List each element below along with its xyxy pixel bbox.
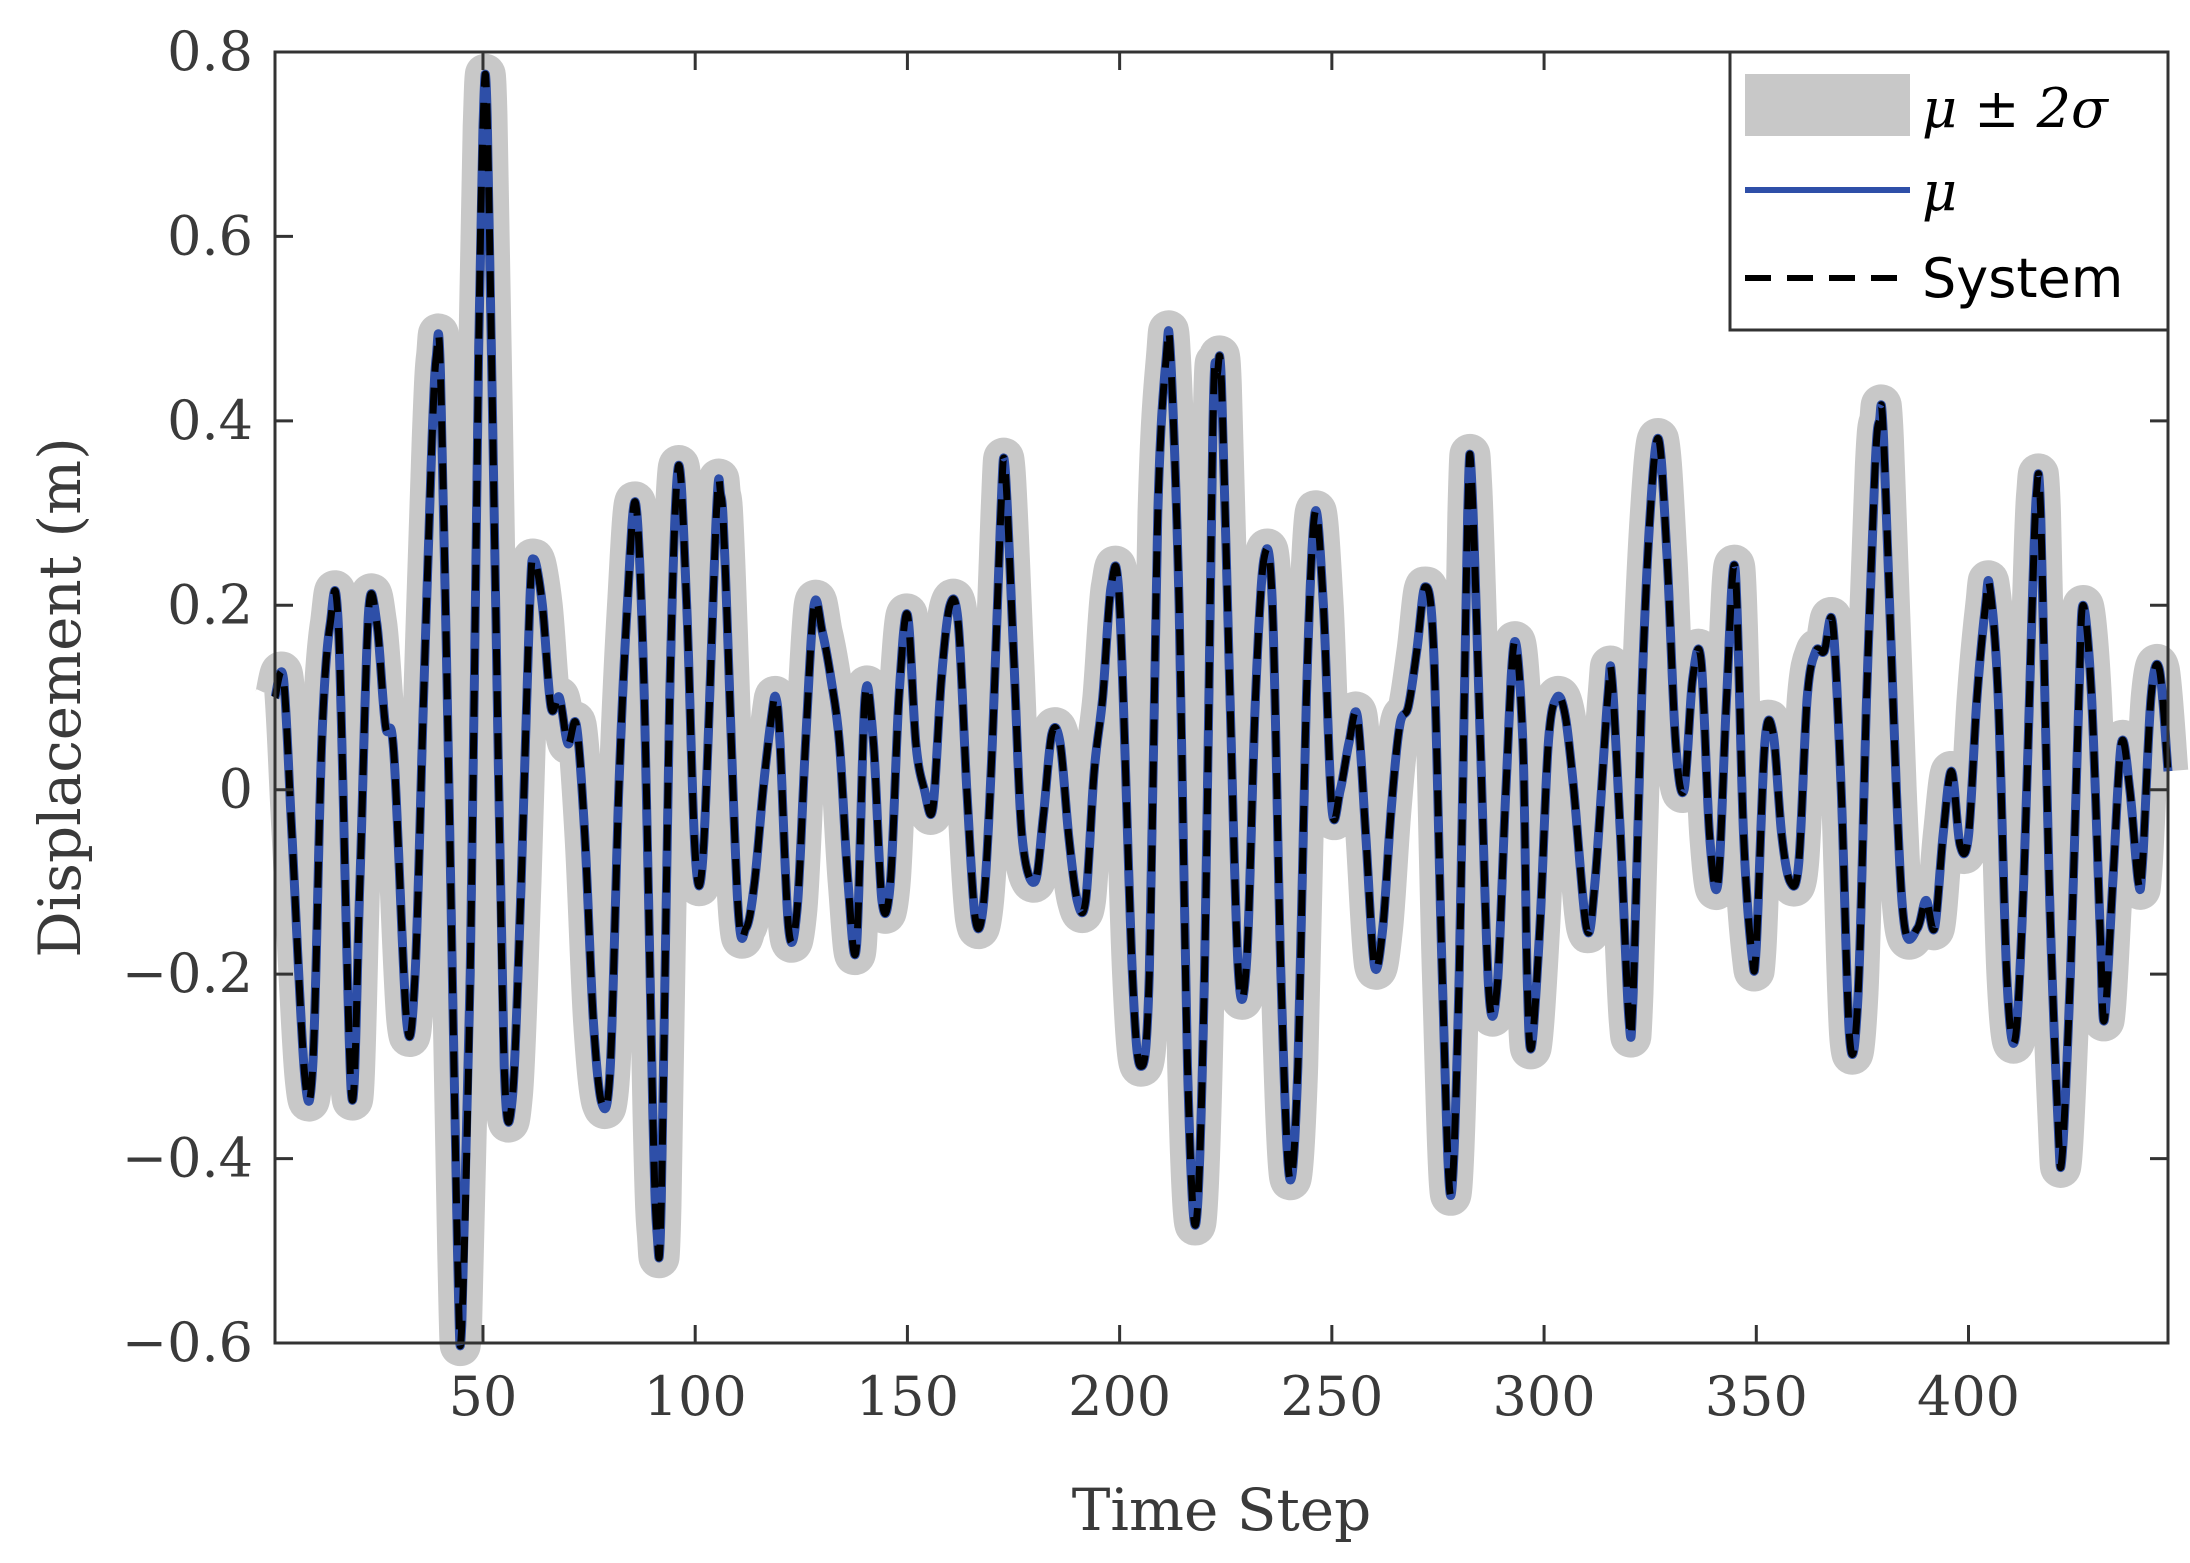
x-tick-label: 100	[644, 1365, 747, 1428]
y-tick-label: 0	[219, 758, 253, 821]
y-tick-label: −0.2	[122, 942, 253, 1005]
plot-area	[255, 54, 2189, 1367]
y-tick-label: 0.8	[167, 20, 253, 83]
x-axis-ticks: 50 100 150 200 250 300 350 400	[449, 52, 2020, 1428]
x-tick-label: 300	[1493, 1365, 1596, 1428]
x-axis-label: Time Step	[1072, 1476, 1372, 1544]
legend-mean-label: μ	[1922, 160, 1957, 223]
y-tick-label: 0.4	[167, 389, 253, 452]
legend-band-swatch	[1745, 74, 1910, 136]
legend-band-label: μ ± 2σ	[1922, 77, 2110, 140]
legend: μ ± 2σ μ System	[1728, 50, 2170, 332]
y-tick-label: −0.4	[122, 1127, 253, 1190]
x-tick-label: 150	[856, 1365, 959, 1428]
y-tick-label: 0.6	[167, 204, 253, 267]
x-tick-label: 50	[449, 1365, 518, 1428]
y-tick-label: −0.6	[122, 1311, 253, 1374]
y-axis-label: Displacement (m)	[26, 437, 94, 958]
axes-box	[273, 50, 2170, 1345]
y-axis-ticks: −0.6 −0.4 −0.2 0 0.2 0.4 0.6 0.8	[122, 20, 2168, 1374]
x-tick-label: 400	[1917, 1365, 2020, 1428]
y-tick-label: 0.2	[167, 573, 253, 636]
x-tick-label: 250	[1280, 1365, 1383, 1428]
system-line	[271, 70, 2172, 1350]
x-tick-label: 200	[1068, 1365, 1171, 1428]
legend-system-label: System	[1922, 247, 2123, 310]
x-tick-label: 350	[1705, 1365, 1808, 1428]
